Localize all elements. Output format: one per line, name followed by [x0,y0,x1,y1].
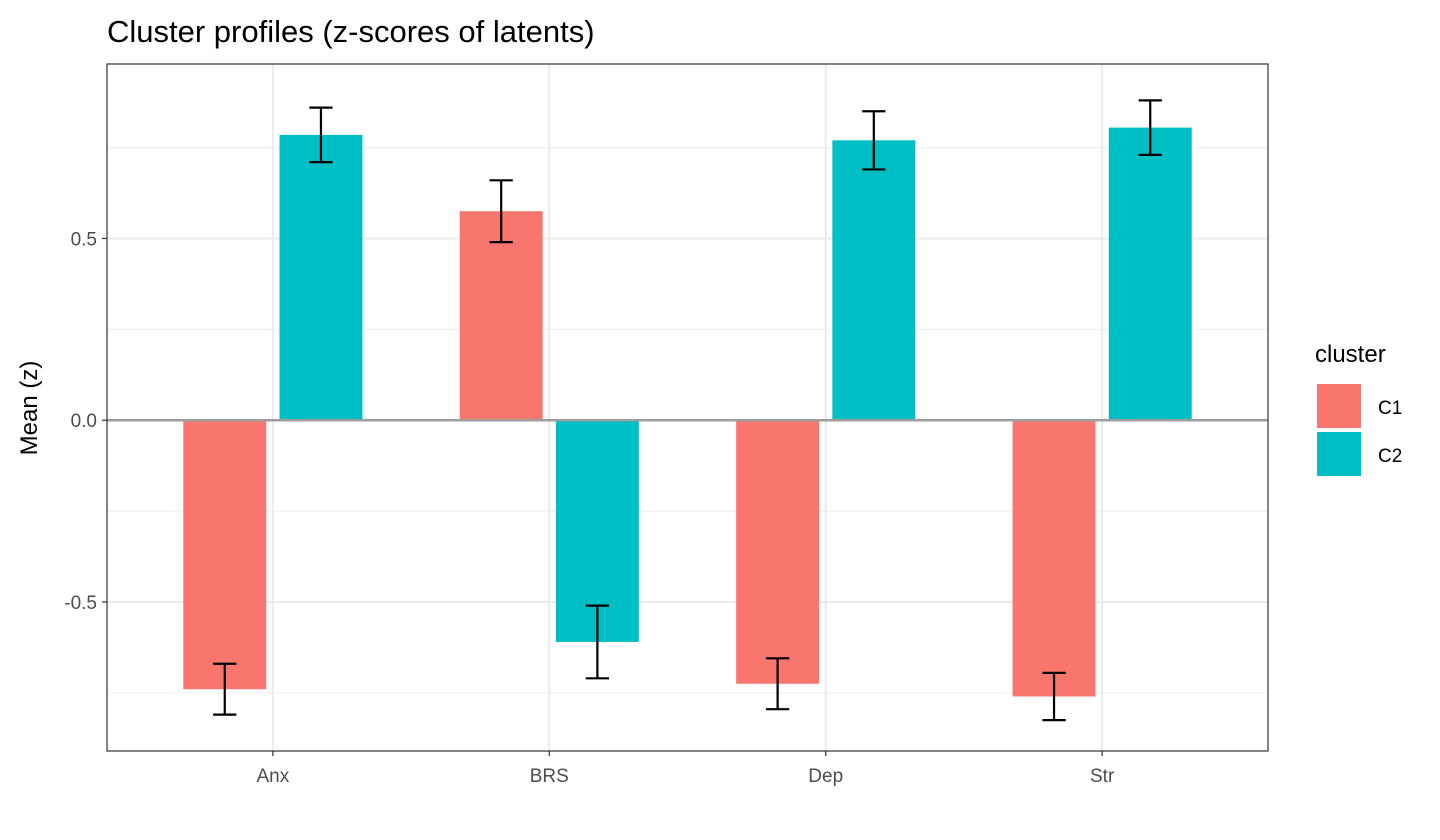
bar-C2-Anx [279,134,363,421]
legend-label-C2: C2 [1378,446,1402,467]
bar-C1-Dep [736,420,820,684]
legend-key-C2 [1317,432,1361,476]
x-tick-label-Anx: Anx [256,766,289,787]
x-tick-label-Dep: Dep [808,766,843,787]
bar-C1-Anx [183,420,267,690]
bars [183,127,1192,697]
y-tick-label: -0.5 [64,593,97,614]
y-axis: -0.5 0.0 0.5 [64,229,107,614]
legend-title: cluster [1315,341,1386,368]
bar-C1-Str [1012,420,1096,697]
panel-border [106,63,1269,752]
bar-C2-Str [1108,127,1192,421]
y-axis-title: Mean (z) [16,361,43,456]
x-axis: Anx BRS Dep Str [256,751,1115,787]
bar-C2-Dep [832,140,916,421]
error-bars [213,99,1162,722]
x-tick-label-Str: Str [1090,766,1115,787]
y-tick-label: 0.0 [71,411,97,432]
chart-title: Cluster profiles (z-scores of latents) [107,14,595,49]
legend-key-C1 [1317,384,1361,428]
x-tick-label-BRS: BRS [530,766,569,787]
y-tick-label: 0.5 [71,229,97,250]
legend: cluster C1 C2 [1315,341,1402,476]
legend-label-C1: C1 [1378,398,1402,419]
bar-C1-BRS [459,211,543,421]
